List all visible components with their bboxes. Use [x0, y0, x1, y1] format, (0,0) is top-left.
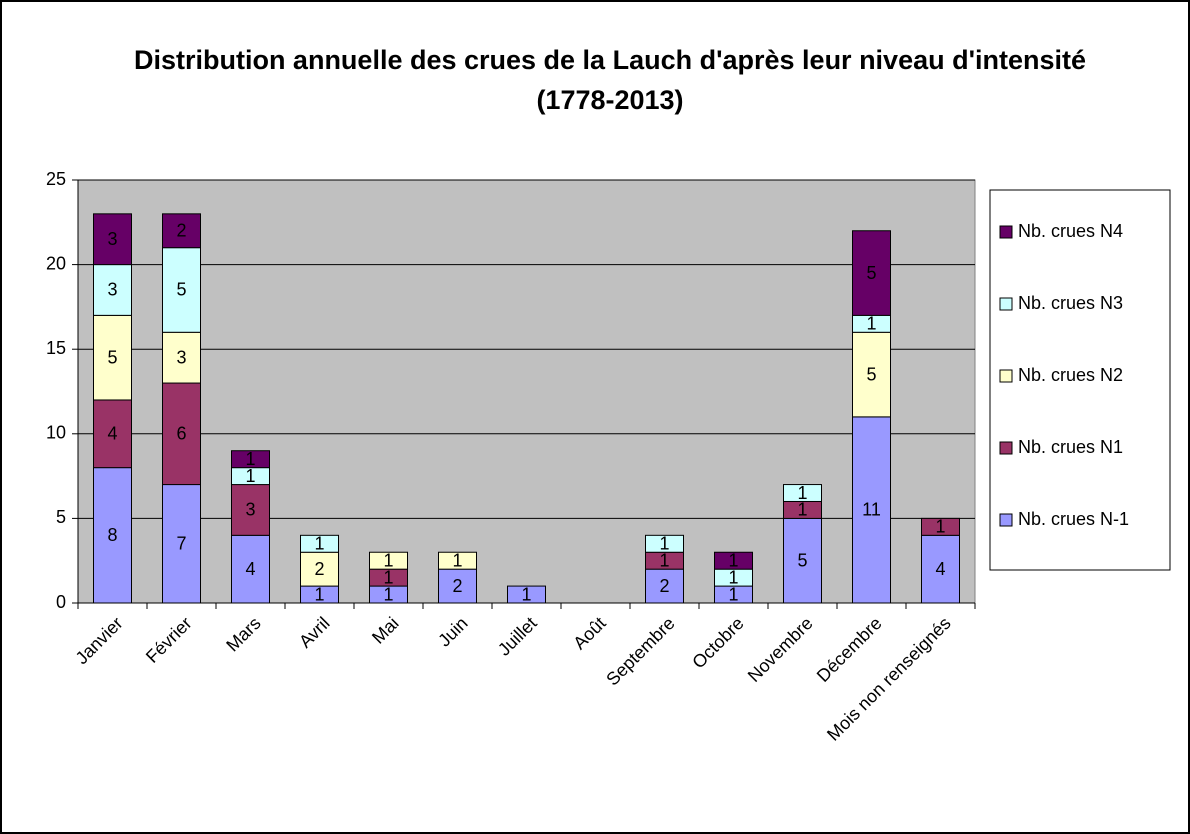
data-label: 2	[452, 576, 462, 596]
legend-swatch	[999, 225, 1013, 239]
data-label: 5	[797, 550, 807, 570]
data-label: 1	[728, 567, 738, 587]
data-label: 8	[107, 525, 117, 545]
bar-segment	[645, 534, 684, 553]
legend-label: Nb. crues N4	[1018, 221, 1123, 241]
y-tick-label: 25	[46, 169, 66, 189]
data-label: 2	[176, 221, 186, 241]
bar-segment	[231, 534, 270, 604]
data-label: 1	[659, 534, 669, 554]
bar-segment	[852, 416, 891, 604]
data-label: 1	[728, 584, 738, 604]
data-label: 6	[176, 424, 186, 444]
y-tick-label: 20	[46, 253, 66, 273]
bar-segment	[369, 551, 408, 570]
data-label: 1	[521, 584, 531, 604]
y-tick-label: 0	[56, 592, 66, 612]
bar-segment	[93, 213, 132, 266]
y-tick-label: 15	[46, 338, 66, 358]
data-label: 3	[245, 500, 255, 520]
data-label: 1	[314, 534, 324, 554]
legend-swatch	[999, 297, 1013, 311]
legend-label: Nb. crues N-1	[1018, 509, 1129, 529]
bar-segment	[645, 568, 684, 604]
bar-segment	[162, 484, 201, 604]
data-label: 1	[935, 517, 945, 537]
bar-segment	[93, 399, 132, 469]
bar-segment	[852, 230, 891, 316]
bar-segment	[507, 585, 546, 604]
data-label: 1	[797, 483, 807, 503]
data-label: 1	[383, 550, 393, 570]
bar-segment	[714, 551, 753, 570]
bar-segment	[93, 314, 132, 401]
data-label: 4	[107, 424, 117, 444]
data-label: 1	[245, 466, 255, 486]
bar-segment	[93, 467, 132, 604]
bar-segment	[783, 517, 822, 604]
data-label: 2	[314, 559, 324, 579]
data-label: 1	[245, 449, 255, 469]
legend-label: Nb. crues N1	[1018, 437, 1123, 457]
data-label: 5	[176, 280, 186, 300]
legend-label: Nb. crues N2	[1018, 365, 1123, 385]
y-tick-label: 5	[56, 507, 66, 527]
data-label: 2	[659, 576, 669, 596]
data-label: 1	[383, 584, 393, 604]
legend-box	[989, 189, 1171, 571]
bar-segment	[921, 517, 960, 536]
bar-segment	[231, 450, 270, 469]
data-label: 3	[107, 280, 117, 300]
bar-segment	[300, 534, 339, 553]
data-label: 1	[797, 500, 807, 520]
data-label: 3	[107, 229, 117, 249]
bar-segment	[852, 331, 891, 418]
data-label: 1	[383, 567, 393, 587]
data-label: 4	[935, 559, 945, 579]
data-label: 3	[176, 347, 186, 367]
data-label: 5	[107, 347, 117, 367]
data-label: 1	[659, 550, 669, 570]
legend-label: Nb. crues N3	[1018, 293, 1123, 313]
data-label: 1	[866, 314, 876, 334]
data-label: 5	[866, 263, 876, 283]
data-label: 11	[862, 500, 881, 520]
plot-area	[77, 179, 976, 604]
bar-segment	[438, 551, 477, 570]
chart-title: Distribution annuelle des crues de la La…	[133, 45, 1087, 115]
data-label: 1	[314, 584, 324, 604]
legend-swatch	[999, 441, 1013, 455]
bar-segment	[921, 534, 960, 604]
data-label: 4	[245, 559, 255, 579]
y-tick-label: 10	[46, 423, 66, 443]
legend-swatch	[999, 513, 1013, 527]
data-label: 7	[176, 534, 186, 554]
bar-segment	[231, 484, 270, 536]
bar-segment	[162, 213, 201, 249]
bar-segment	[783, 484, 822, 502]
data-label: 1	[728, 550, 738, 570]
data-label: 1	[452, 550, 462, 570]
legend-swatch	[999, 369, 1013, 383]
data-label: 5	[866, 364, 876, 384]
